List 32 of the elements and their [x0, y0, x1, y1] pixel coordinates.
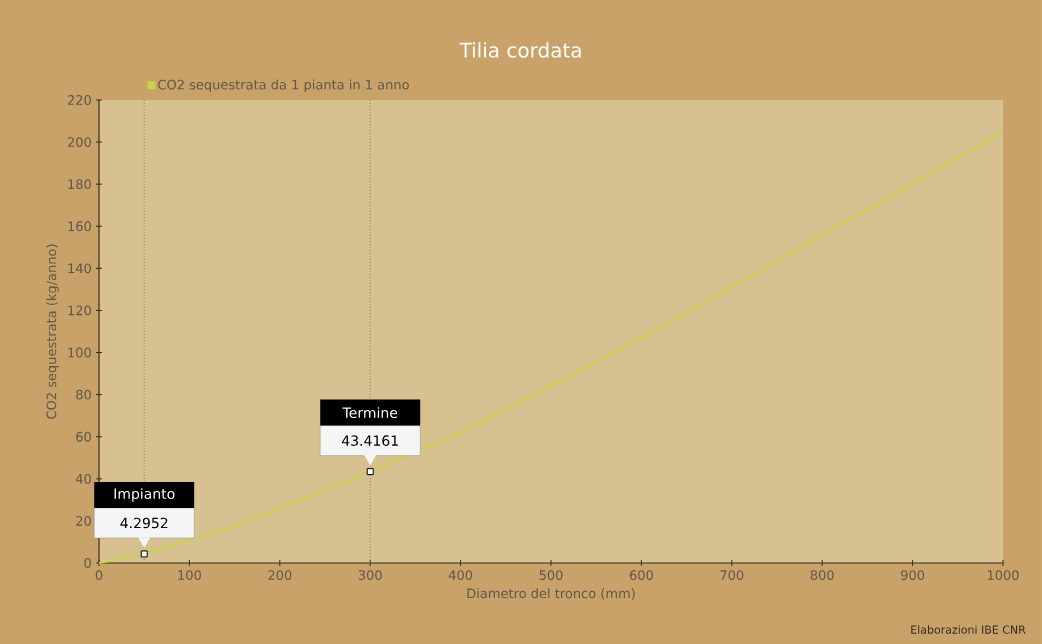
- y-tick-label: 20: [76, 515, 91, 526]
- y-tick-label: 180: [68, 179, 91, 190]
- chart-title: Tilia cordata: [459, 42, 581, 58]
- text: Elaborazioni IBE CNR: [911, 625, 1026, 634]
- y-tick-label: 120: [68, 305, 91, 316]
- x-tick-label: 500: [539, 570, 563, 581]
- x-tick-label: 800: [810, 570, 834, 581]
- y-tick-label: 160: [68, 221, 91, 232]
- legend-label: CO2 sequestrata da 1 pianta in 1 anno: [158, 79, 409, 93]
- x-tick-label: 900: [901, 570, 925, 581]
- y-tick-label: 40: [75, 473, 91, 484]
- y-tick-label: 60: [76, 431, 91, 442]
- x-tick-label: 0: [95, 570, 103, 581]
- data-label: 4.2952: [120, 517, 168, 529]
- x-tick-label: 600: [629, 570, 653, 581]
- x-tick-label: 700: [720, 570, 744, 581]
- x-tick-label: 200: [268, 570, 292, 581]
- y-tick-label: 140: [68, 263, 91, 274]
- x-tick-label: 1000: [987, 570, 1019, 581]
- y-tick-label: 220: [67, 95, 91, 105]
- ref-line-label: Impianto: [114, 488, 175, 502]
- x-tick-label: 300: [358, 570, 382, 581]
- x-tick-label: 400: [448, 570, 473, 581]
- y-tick-label: 200: [67, 137, 91, 147]
- data-label: 43.4161: [341, 435, 398, 446]
- y-tick-label: 100: [68, 347, 91, 358]
- y-tick-label: 0: [84, 558, 91, 568]
- y-axis-title: CO2 sequestrata (kg/anno): [46, 244, 59, 419]
- ref-line-label: Termine: [342, 407, 398, 419]
- y-tick-label: 80: [76, 389, 91, 400]
- x-axis-title: Diametro del tronco (mm): [467, 588, 635, 600]
- x-tick-label: 100: [178, 570, 201, 581]
